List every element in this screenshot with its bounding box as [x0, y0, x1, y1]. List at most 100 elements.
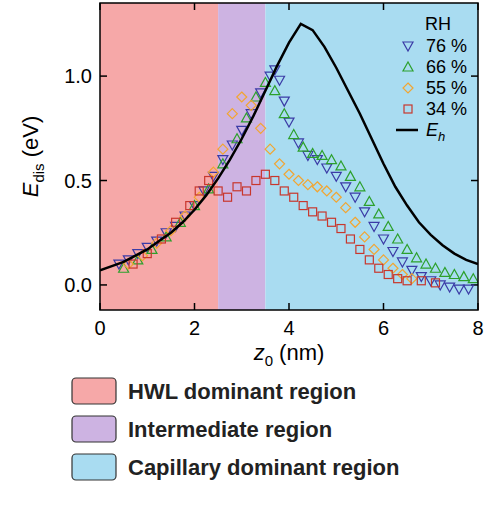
- point: [265, 144, 275, 154]
- point: [289, 130, 299, 139]
- point: [449, 269, 459, 278]
- x-tick: [194, 303, 196, 310]
- region: [218, 3, 265, 310]
- point: [360, 232, 370, 242]
- point: [322, 164, 332, 173]
- axes: 024680.00.51.0: [64, 3, 483, 339]
- point: [384, 270, 392, 278]
- point: [218, 144, 228, 154]
- legend-label: 76 %: [426, 36, 467, 56]
- legend-marker: [403, 83, 413, 93]
- series: [119, 77, 478, 282]
- point: [328, 218, 336, 226]
- regions: [100, 3, 478, 310]
- legend-title: RH: [425, 14, 451, 34]
- point: [322, 186, 332, 196]
- region-label: HWL dominant region: [128, 379, 356, 404]
- region-swatch: [72, 454, 116, 480]
- point: [303, 180, 313, 190]
- point: [375, 264, 383, 272]
- point: [426, 277, 436, 286]
- point: [393, 234, 403, 243]
- point: [341, 203, 351, 213]
- chart: 024680.00.51.0RH76 %66 %55 %34 %Ehz0 (nm…: [0, 0, 503, 519]
- x-tick: [383, 303, 385, 310]
- point: [383, 221, 393, 230]
- point: [350, 193, 360, 202]
- point: [251, 92, 261, 101]
- legend-swatch: [396, 129, 418, 132]
- y-tick-label: 0.0: [64, 274, 92, 296]
- legend-marker: [404, 105, 412, 113]
- point: [208, 167, 218, 177]
- point: [308, 148, 318, 157]
- point: [275, 76, 285, 85]
- region: [265, 3, 478, 310]
- x-axis-label: z0 (nm): [253, 340, 325, 369]
- y-tick-label: 1.0: [64, 65, 92, 87]
- y-label-part: E: [18, 182, 43, 197]
- point: [421, 259, 431, 268]
- point: [459, 272, 469, 281]
- point: [327, 155, 337, 164]
- point: [309, 208, 317, 216]
- point: [365, 256, 373, 264]
- point: [224, 193, 232, 201]
- y-label-part: (eV): [18, 116, 43, 164]
- point: [379, 255, 389, 265]
- y-label-part: dis: [30, 163, 47, 182]
- point: [279, 109, 289, 118]
- point: [341, 183, 351, 192]
- point: [379, 235, 389, 244]
- y-tick: [100, 180, 107, 182]
- point: [318, 212, 326, 220]
- point: [214, 187, 222, 195]
- point: [246, 100, 256, 110]
- point: [431, 279, 439, 287]
- legend-label: Eh: [426, 120, 445, 144]
- x-tick: [383, 3, 385, 10]
- point: [360, 208, 370, 217]
- point: [364, 196, 374, 205]
- y-tick: [100, 284, 107, 286]
- x-tick-label: 8: [472, 317, 483, 339]
- x-tick-label: 0: [94, 317, 105, 339]
- point: [299, 202, 307, 210]
- legend-label: 66 %: [426, 57, 467, 77]
- point: [397, 258, 407, 267]
- point: [407, 274, 417, 284]
- point: [312, 182, 322, 192]
- point: [270, 86, 280, 95]
- point: [346, 235, 354, 243]
- point: [275, 159, 285, 169]
- point: [454, 285, 464, 294]
- x-tick: [288, 3, 290, 10]
- y-tick: [471, 75, 478, 77]
- x-tick: [194, 3, 196, 10]
- point: [205, 177, 213, 185]
- point: [417, 277, 425, 285]
- region-key: HWL dominant regionIntermediate regionCa…: [72, 378, 399, 480]
- point: [394, 275, 402, 283]
- point: [331, 192, 341, 202]
- point: [195, 187, 203, 195]
- point: [252, 177, 260, 185]
- point: [337, 225, 345, 233]
- frame: [100, 3, 478, 310]
- legend: RH76 %66 %55 %34 %Eh: [396, 14, 467, 144]
- point: [355, 182, 365, 191]
- legend-marker: [403, 42, 413, 51]
- x-tick: [288, 303, 290, 310]
- point: [430, 263, 440, 272]
- y-axis-label: Edis (eV): [18, 116, 47, 198]
- x-tick-label: 2: [189, 317, 200, 339]
- line: [100, 24, 478, 270]
- data: [100, 24, 478, 294]
- point: [186, 202, 194, 210]
- series: [114, 66, 474, 294]
- point: [290, 193, 298, 201]
- point: [445, 283, 455, 292]
- point: [336, 161, 346, 170]
- point: [331, 172, 341, 181]
- x-label-part: (nm): [273, 340, 324, 365]
